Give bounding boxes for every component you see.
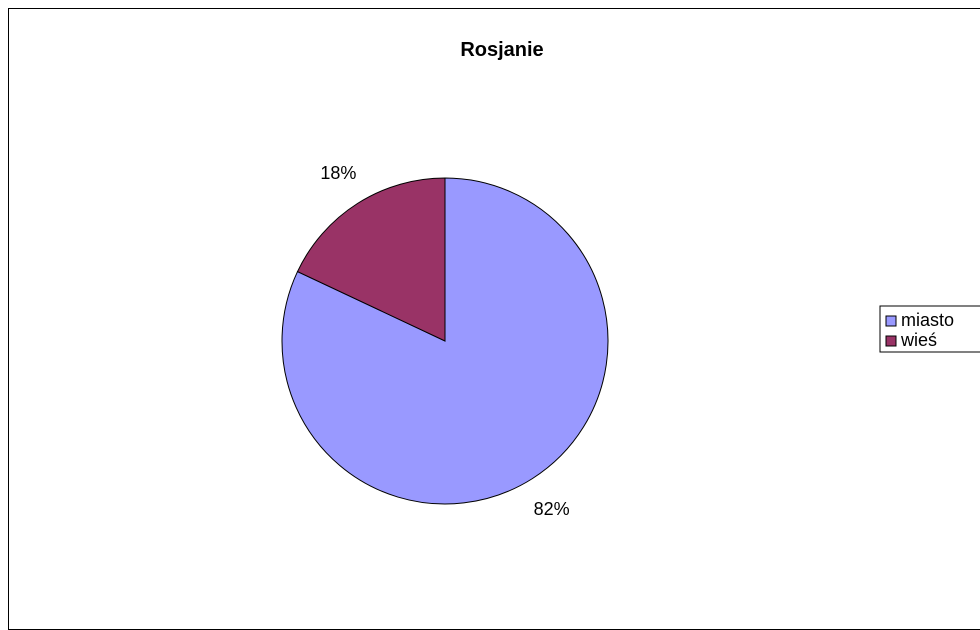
legend-swatch-miasto <box>885 315 897 327</box>
legend-label-wieś: wieś <box>900 330 937 350</box>
legend-box <box>879 305 980 353</box>
legend-swatch-wieś <box>885 335 897 347</box>
pie-slices <box>281 177 609 505</box>
legend-label-miasto: miasto <box>901 310 954 330</box>
data-label-miasto: 82% <box>534 499 570 519</box>
pie-slice-wieś <box>296 177 446 342</box>
data-labels: 82% 18% <box>320 163 569 519</box>
data-label-wieś: 18% <box>320 163 356 183</box>
chart-title: Rosjanie <box>460 39 543 61</box>
